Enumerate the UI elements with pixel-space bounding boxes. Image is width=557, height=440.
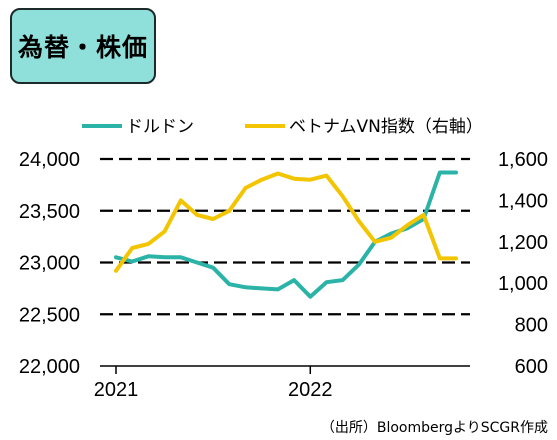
y-tick-label-left: 22,500 (19, 304, 80, 326)
series-lines (114, 170, 458, 299)
tick-labels: 22,000 22,500 23,000 23,500 24,000 600 800 1,00… (19, 149, 548, 401)
source-note: （出所）BloombergよりSCGR作成 (321, 420, 548, 436)
legend-label-vnindex: ベトナムVN指数（右軸） (289, 117, 483, 137)
chart-title: 為替・株価 (17, 33, 148, 62)
axes (100, 365, 470, 374)
y-tick-label-right: 1,600 (498, 149, 548, 171)
series-line-vnindex (114, 171, 458, 273)
y-tick-label-right: 1,000 (498, 273, 548, 295)
y-tick-label-left: 23,000 (19, 253, 80, 275)
y-tick-label-left: 24,000 (19, 149, 80, 171)
y-tick-label-left: 23,500 (19, 201, 80, 223)
x-tick-label: 2021 (94, 379, 139, 401)
legend: ドルドン ベトナムVN指数（右軸） (82, 117, 483, 137)
x-tick-label: 2022 (288, 379, 333, 401)
y-tick-label-right: 600 (515, 356, 548, 378)
y-tick-label-right: 1,400 (498, 190, 548, 212)
y-tick-label-right: 1,200 (498, 232, 548, 254)
series-line-usdvnd (114, 170, 458, 299)
legend-label-usdvnd: ドルドン (126, 117, 194, 137)
y-tick-label-right: 800 (515, 315, 548, 337)
y-tick-label-left: 22,000 (19, 356, 80, 378)
title-box: 為替・株価 (10, 8, 156, 84)
grid (100, 157, 470, 316)
